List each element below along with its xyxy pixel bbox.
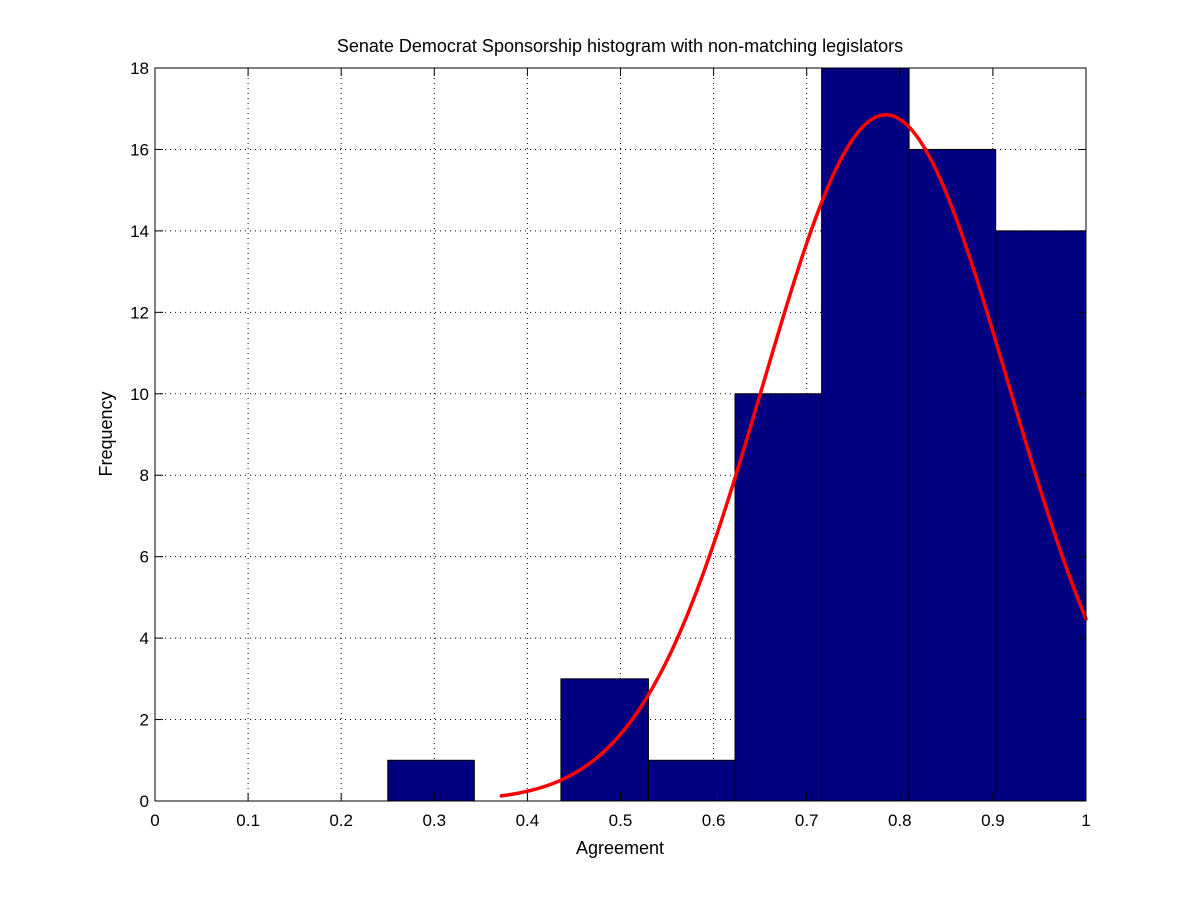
y-tick-label: 16 bbox=[130, 140, 149, 159]
x-tick-label: 0.8 bbox=[888, 811, 912, 830]
histogram-bar bbox=[908, 148, 997, 802]
x-tick-label: 0.3 bbox=[422, 811, 446, 830]
y-tick-label: 8 bbox=[140, 466, 149, 485]
y-tick-label: 10 bbox=[130, 385, 149, 404]
histogram-bars bbox=[387, 67, 1087, 802]
histogram-bar bbox=[821, 67, 910, 802]
normal-fit-curve bbox=[499, 113, 1088, 798]
y-axis-title: Frequency bbox=[96, 391, 116, 476]
y-axis-ticks: 0 2 4 6 8 10 12 14 16 18 bbox=[130, 59, 1086, 811]
x-tick-label: 0.2 bbox=[329, 811, 353, 830]
y-tick-label: 14 bbox=[130, 222, 149, 241]
histogram-bar bbox=[995, 230, 1087, 802]
x-tick-label: 0.1 bbox=[236, 811, 260, 830]
y-tick-label: 18 bbox=[130, 59, 149, 78]
histogram-bar bbox=[647, 759, 736, 802]
x-axis-title: Agreement bbox=[576, 838, 664, 858]
x-tick-label: 0.7 bbox=[795, 811, 819, 830]
x-tick-label: 0.9 bbox=[981, 811, 1005, 830]
x-tick-label: 1 bbox=[1081, 811, 1090, 830]
x-tick-label: 0 bbox=[150, 811, 159, 830]
y-tick-label: 4 bbox=[140, 629, 149, 648]
x-tick-label: 0.4 bbox=[516, 811, 540, 830]
histogram-bar bbox=[560, 678, 649, 802]
histogram-bar bbox=[734, 393, 823, 802]
x-tick-label: 0.6 bbox=[702, 811, 726, 830]
histogram-bar bbox=[387, 759, 475, 802]
x-tick-label: 0.5 bbox=[609, 811, 633, 830]
chart-title: Senate Democrat Sponsorship histogram wi… bbox=[337, 36, 903, 56]
y-tick-label: 0 bbox=[140, 792, 149, 811]
y-tick-label: 12 bbox=[130, 303, 149, 322]
y-tick-label: 6 bbox=[140, 548, 149, 567]
x-axis-ticks: 0 0.1 0.2 0.3 0.4 0.5 0.6 0.7 0.8 0.9 1 bbox=[150, 68, 1091, 830]
y-tick-label: 2 bbox=[140, 711, 149, 730]
